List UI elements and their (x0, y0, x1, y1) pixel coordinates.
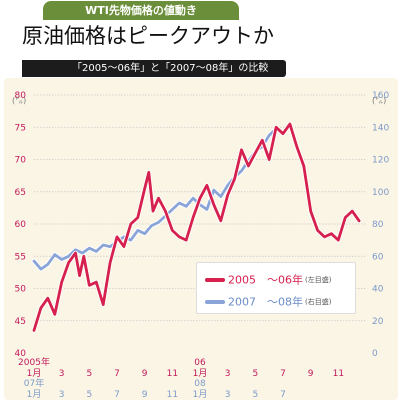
left-tick-label: 65 (15, 188, 26, 198)
x-tick-sublabel-top: 1月 (193, 368, 208, 379)
series-2005-line (32, 122, 361, 332)
chart-subtitle: 「2005～06年」と「2007～08年」の比較 (22, 60, 286, 77)
legend-item-2007: 2007 ～08年 (右目盛) (205, 291, 331, 309)
x-tick-label-bottom: 3 (59, 390, 65, 400)
right-tick-label: 120 (372, 156, 389, 166)
x-tick-label-bottom: 08 (194, 379, 206, 389)
x-tick-sublabel-bottom: 1月 (27, 389, 42, 400)
right-tick-label: 80 (372, 220, 384, 230)
legend-note-2007: (右目盛) (305, 297, 332, 306)
x-tick-label-bottom: 5 (86, 390, 92, 400)
series-2007-line (32, 127, 285, 271)
x-tick-label-top: 7 (114, 369, 120, 379)
x-tick-label-bottom: 07年 (24, 377, 44, 389)
left-tick-label: 40 (15, 349, 27, 359)
x-tick-label-top: 5 (252, 369, 258, 379)
x-tick-label-top: 11 (333, 369, 344, 379)
x-tick-label-top: 11 (167, 369, 178, 379)
x-tick-label-bottom: 11 (167, 390, 178, 400)
x-tick-label-bottom: 3 (225, 390, 231, 400)
x-tick-label-top: 7 (280, 369, 286, 379)
x-tick-label-top: 9 (142, 369, 148, 379)
right-tick-label: 60 (372, 252, 384, 262)
x-tick-label-bottom: 7 (280, 390, 286, 400)
legend-note-2005: (左目盛) (305, 275, 332, 284)
x-tick-label-top: 2005年 (18, 356, 50, 368)
left-tick-label: 60 (15, 220, 27, 230)
left-tick-label: 70 (15, 156, 27, 166)
right-tick-label: 20 (372, 317, 384, 327)
x-tick-label-top: 06 (194, 358, 206, 368)
x-tick-label-top: 5 (86, 369, 92, 379)
legend-swatch-2005 (205, 277, 225, 282)
left-tick-label: 75 (15, 123, 26, 133)
x-tick-label-bottom: 5 (252, 390, 258, 400)
right-tick-label: 0 (372, 349, 378, 359)
chart-title: 原油価格はピークアウトか (22, 24, 274, 48)
right-tick-label: 40 (372, 285, 384, 295)
left-tick-label: 55 (15, 252, 26, 262)
left-tick-label: 45 (15, 317, 26, 327)
left-tick-label: 50 (15, 285, 27, 295)
x-tick-label-top: 3 (59, 369, 65, 379)
legend-label-2005: 2005 ～06年 (228, 273, 303, 287)
chart-tag: WTI先物価格の値動き (43, 1, 239, 20)
legend-label-2007: 2007 ～08年 (228, 295, 303, 309)
right-tick-label: 100 (372, 188, 389, 198)
right-unit-label: (㌦) (372, 96, 386, 105)
left-tick-label: 80 (15, 91, 27, 101)
right-tick-label: 140 (372, 123, 389, 133)
x-tick-sublabel-top: 1月 (27, 368, 42, 379)
legend: 2005 ～06年 (左目盛) 2007 ～08年 (右目盛) (196, 262, 356, 314)
legend-item-2005: 2005 ～06年 (左目盛) (205, 269, 331, 287)
x-tick-label-top: 9 (308, 369, 314, 379)
x-tick-label-bottom: 9 (142, 390, 148, 400)
chart-background (4, 78, 398, 400)
x-tick-sublabel-bottom: 1月 (193, 389, 208, 400)
right-tick-label: 160 (372, 91, 389, 101)
x-tick-label-top: 3 (225, 369, 231, 379)
legend-swatch-2007 (205, 299, 225, 304)
left-unit-label: (㌦) (12, 96, 26, 105)
x-tick-label-bottom: 7 (114, 390, 120, 400)
